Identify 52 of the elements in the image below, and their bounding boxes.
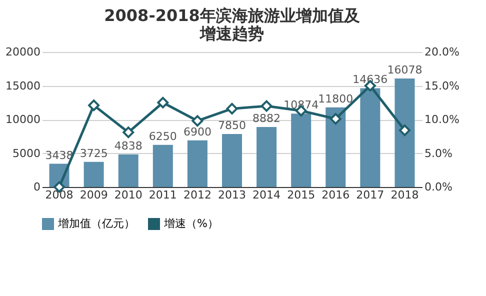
x-tick-label: 2011: [148, 188, 177, 202]
data-label: 16078: [387, 63, 422, 76]
y-tick-label: 15000: [6, 79, 40, 92]
y-tick-label: 20000: [6, 46, 40, 58]
point: [192, 115, 204, 127]
text: 2008-2018年滨海旅游业增加值及: [104, 6, 360, 25]
y2-tick-label: 20.0%: [424, 46, 460, 58]
x-tick-label: 2013: [218, 188, 246, 202]
bar: [394, 78, 415, 187]
x-tick-label: 2016: [322, 188, 350, 202]
point: [260, 100, 272, 112]
y-tick-label: 5000: [12, 146, 40, 160]
point: [88, 100, 100, 112]
legend-label: 增加值（亿元）: [57, 217, 135, 230]
data-label: 8882: [252, 112, 281, 126]
bar: [84, 162, 104, 187]
y2-tick-label: 5.0%: [424, 146, 452, 160]
x-tick-label: 2014: [252, 188, 281, 202]
x-tick-label: 2012: [183, 188, 212, 202]
y2-tick-label: 10.0%: [424, 113, 460, 126]
data-label: 14636: [352, 73, 388, 86]
data-label: 6250: [148, 130, 177, 143]
x-tick-label: 2010: [114, 188, 142, 202]
data-label: 6900: [183, 125, 212, 138]
bar: [222, 134, 242, 187]
point: [122, 126, 134, 138]
bar: [256, 127, 277, 187]
text: 增速趋势: [200, 24, 264, 43]
data-label: 7850: [218, 119, 246, 132]
y-tick-label: 10000: [6, 113, 40, 126]
x-tick-label: 2018: [390, 188, 419, 202]
point: [157, 96, 169, 108]
legend-label: 增速（%）: [163, 217, 218, 230]
y-tick-label: 0: [34, 180, 40, 194]
data-label: 3725: [80, 146, 108, 160]
bar: [360, 88, 380, 187]
y2-tick-label: 15.0%: [424, 79, 460, 92]
x-tick-label: 2008: [45, 188, 74, 202]
x-tick-label: 2015: [287, 188, 316, 202]
bar: [326, 107, 346, 187]
point: [226, 102, 238, 114]
data-label: 4838: [114, 139, 142, 152]
y2-tick-label: 0.0%: [424, 180, 452, 194]
point: [398, 124, 410, 136]
bar: [118, 154, 138, 187]
x-tick-label: 2009: [80, 188, 108, 202]
point: [330, 113, 342, 125]
data-label: 11800: [318, 92, 354, 106]
bar: [187, 140, 208, 187]
bar: [152, 144, 173, 187]
bar: [291, 114, 312, 187]
x-tick-label: 2017: [356, 188, 384, 202]
